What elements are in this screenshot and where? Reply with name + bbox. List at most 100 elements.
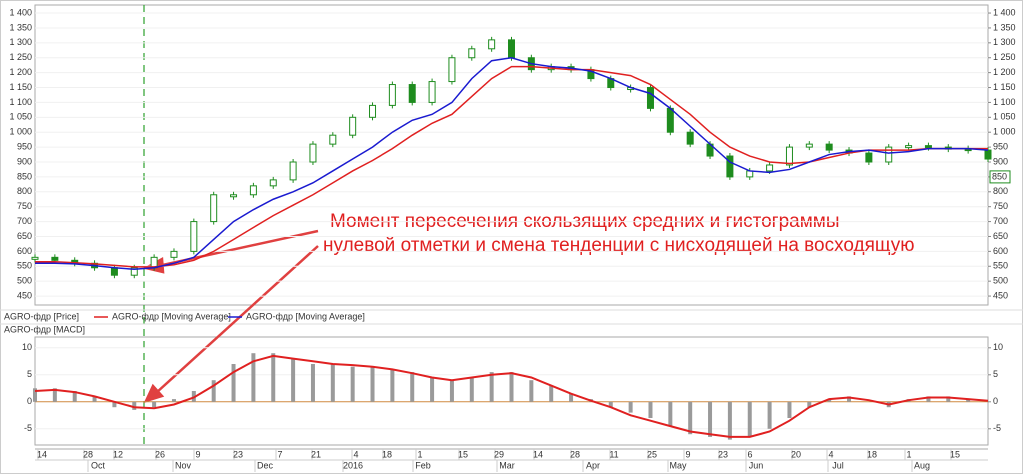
panel-title: AGRO-фдр [MACD] — [4, 324, 85, 334]
histogram-bar — [211, 380, 216, 402]
x-tick-label: 18 — [382, 449, 392, 459]
candle — [309, 143, 317, 163]
candle — [468, 48, 476, 59]
series-line — [35, 65, 988, 268]
x-tick-label: 15 — [458, 449, 468, 459]
candle — [865, 152, 873, 163]
candle — [805, 143, 813, 148]
histogram-bar — [747, 401, 752, 437]
candle — [51, 256, 59, 261]
x-tick-label: 29 — [494, 449, 504, 459]
y-tick-label: 1 150 — [993, 82, 1016, 92]
histogram-bar — [72, 391, 77, 402]
y-tick-label: 10 — [993, 342, 1003, 352]
y-tick-label: 1 000 — [9, 127, 32, 137]
candle — [388, 84, 396, 106]
candle — [984, 149, 992, 160]
x-month-label: Nov — [175, 460, 192, 470]
histogram-bar — [271, 353, 276, 402]
histogram-bar — [370, 366, 375, 402]
y-tick-label: 900 — [17, 156, 32, 166]
candle — [408, 84, 416, 103]
x-month-label: Apr — [586, 460, 600, 470]
x-tick-label: 14 — [533, 449, 543, 459]
y-tick-label: 850 — [17, 171, 32, 181]
y-tick-label: 450 — [993, 290, 1008, 300]
y-tick-label: 700 — [17, 216, 32, 226]
histogram-bar — [787, 401, 792, 418]
candle — [31, 256, 39, 260]
histogram-bar — [668, 401, 673, 427]
histogram-bar — [608, 401, 613, 408]
x-tick-label: 28 — [83, 449, 93, 459]
candle — [230, 194, 238, 198]
histogram-bar — [390, 369, 395, 402]
x-tick-label: 14 — [37, 449, 47, 459]
candle — [269, 179, 277, 187]
histogram-bar — [92, 396, 97, 402]
y-tick-label: 1 000 — [993, 127, 1016, 137]
annotation: нулевой отметки и смена тенденции с нисх… — [323, 235, 915, 256]
candle — [448, 57, 456, 83]
candle — [210, 194, 218, 223]
histogram-bar — [569, 393, 574, 402]
histogram-bar — [251, 353, 256, 402]
candle — [646, 87, 654, 109]
x-tick-label: 4 — [353, 449, 358, 459]
x-tick-label: 9 — [685, 449, 690, 459]
y-tick-label: 550 — [993, 261, 1008, 271]
y-tick-label: 1 200 — [9, 67, 32, 77]
histogram-bar — [489, 372, 494, 402]
y-tick-label: 1 300 — [9, 37, 32, 47]
x-tick-label: 25 — [647, 449, 657, 459]
histogram-bar — [727, 401, 732, 440]
histogram-bar — [33, 388, 37, 402]
y-tick-label: 600 — [17, 246, 32, 256]
y-tick-label: 1 250 — [9, 52, 32, 62]
candle — [249, 185, 257, 196]
histogram-bar — [708, 401, 713, 437]
candle — [726, 155, 734, 178]
y-tick-label: 10 — [22, 342, 32, 352]
x-tick-label: 23 — [718, 449, 728, 459]
histogram-bar — [509, 372, 514, 402]
x-tick-label: 11 — [609, 449, 618, 459]
arrowhead — [143, 383, 165, 404]
legend-label: AGRO-фдр [Price] — [4, 311, 79, 321]
y-tick-label: -5 — [24, 423, 32, 433]
candle — [369, 104, 377, 118]
y-tick-label: 1 250 — [993, 52, 1016, 62]
x-month-label: Mar — [499, 460, 515, 470]
y-tick-label: 1 150 — [9, 82, 32, 92]
y-tick-label: 650 — [17, 231, 32, 241]
y-tick-label: 1 050 — [9, 112, 32, 122]
x-month-label: Feb — [415, 460, 431, 470]
candle — [924, 145, 932, 149]
candle — [488, 39, 496, 50]
y-tick-label: 800 — [17, 186, 32, 196]
y-tick-label: 950 — [17, 141, 32, 151]
y-tick-label: 1 400 — [993, 7, 1016, 17]
x-tick-label: 20 — [791, 449, 801, 459]
histogram-bar — [549, 385, 554, 402]
price-marker-box — [989, 170, 1011, 184]
x-tick-label: 12 — [113, 449, 123, 459]
y-tick-label: 1 200 — [993, 67, 1016, 77]
y-tick-label: 1 300 — [993, 37, 1016, 47]
histogram-bar — [966, 399, 971, 402]
x-tick-label: 23 — [233, 449, 243, 459]
x-tick-label: 15 — [950, 449, 960, 459]
candle — [666, 107, 674, 133]
y-tick-label: 0 — [27, 396, 32, 406]
histogram-bar — [946, 396, 951, 402]
histogram-bar — [807, 401, 812, 408]
y-tick-label: 600 — [993, 246, 1008, 256]
histogram-bar — [152, 401, 157, 408]
histogram-bar — [132, 401, 137, 410]
histogram-bar — [648, 401, 653, 418]
x-tick-label: 1 — [417, 449, 422, 459]
x-tick-label: 21 — [311, 449, 321, 459]
x-tick-label: 1 — [906, 449, 911, 459]
y-tick-label: 1 100 — [9, 97, 32, 107]
histogram-bar — [52, 388, 57, 402]
